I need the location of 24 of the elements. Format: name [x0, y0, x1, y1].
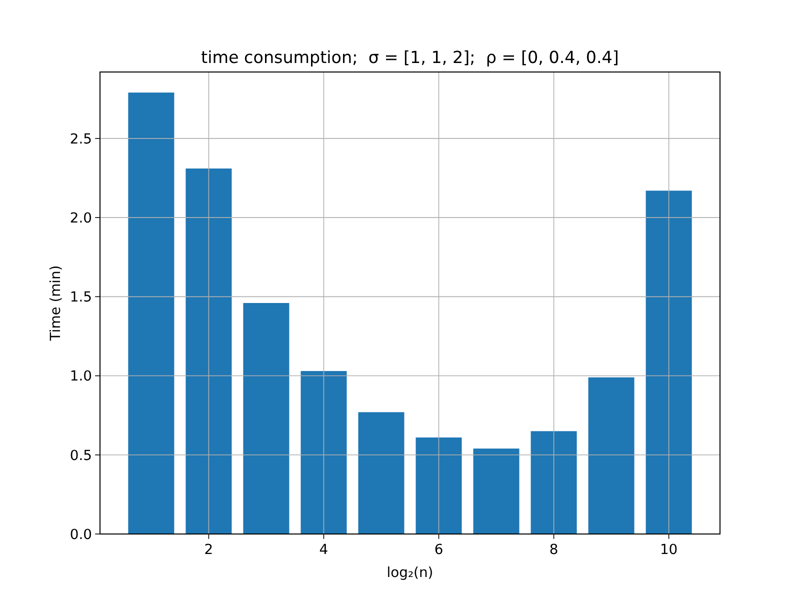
bar: [243, 303, 290, 534]
y-tick-label: 1.5: [70, 290, 92, 306]
bar: [588, 377, 634, 534]
x-tick-label: 6: [434, 542, 444, 558]
bar: [358, 412, 404, 534]
y-tick-label: 2.5: [70, 131, 92, 148]
bar: [128, 92, 174, 534]
bar: [646, 190, 692, 534]
x-tick-label: 4: [319, 542, 328, 558]
x-tick-label: 8: [549, 542, 558, 558]
bar: [416, 437, 462, 534]
bar: [186, 168, 232, 534]
chart-title: time consumption; σ = [1, 1, 2]; ρ = [0, 0.4, 0.4]: [201, 47, 619, 67]
bar: [530, 431, 577, 534]
y-tick-label: 1.0: [70, 368, 92, 385]
bar: [473, 448, 520, 534]
y-axis-title: Time (min): [48, 265, 64, 342]
x-tick-label: 2: [204, 542, 214, 558]
y-tick-label: 0.5: [70, 448, 92, 464]
y-tick-label: 2.0: [70, 210, 92, 226]
bar: [300, 371, 347, 534]
x-axis-title: log₂(n): [386, 565, 434, 581]
y-tick-label: 0.0: [70, 526, 92, 543]
x-tick-label: 10: [660, 542, 678, 558]
